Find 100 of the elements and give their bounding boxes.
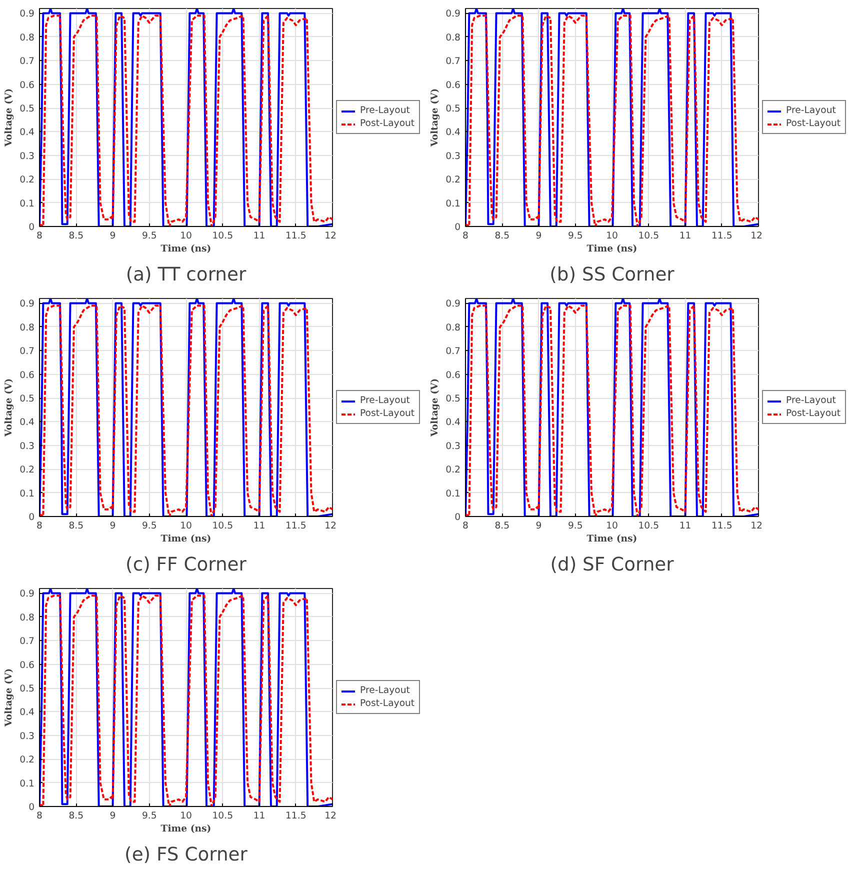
x-tick-label: 10 (180, 520, 192, 532)
x-tick-label: 8.5 (68, 810, 84, 822)
x-tick-label: 8.5 (68, 520, 84, 532)
x-tick-label: 8 (36, 810, 43, 822)
y-tick-label: 0.5 (446, 104, 461, 115)
legend-label: Post-Layout (360, 698, 415, 709)
x-tick-label: 11 (679, 520, 692, 532)
x-axis-title: Time (ns) (160, 534, 212, 544)
x-axis-title: Time (ns) (160, 824, 212, 834)
x-tick-label: 9.5 (142, 520, 157, 532)
y-tick-label: 0.3 (20, 440, 35, 452)
x-tick-label: 10.5 (638, 520, 660, 532)
y-tick-label: 0.3 (20, 730, 35, 742)
x-tick-label: 8 (36, 230, 43, 242)
x-tick-label: 8 (462, 230, 469, 242)
text: (a) TT corner (126, 264, 246, 286)
x-tick-label: 11.5 (285, 810, 306, 822)
legend-label: Post-Layout (786, 118, 841, 129)
x-tick-label: 9 (536, 230, 542, 242)
y-tick-label: 0.8 (446, 322, 461, 334)
y-tick-label: 0.4 (20, 127, 35, 138)
x-tick-label: 11.5 (285, 520, 306, 532)
y-tick-label: 0.9 (446, 298, 461, 310)
x-tick-label: 12 (750, 230, 763, 242)
x-tick-label: 12 (324, 810, 337, 822)
y-tick-label: 0.9 (20, 8, 35, 20)
x-tick-label: 9 (110, 230, 116, 242)
y-tick-label: 0.8 (20, 32, 35, 44)
y-tick-label: 0 (454, 222, 461, 233)
x-tick-label: 12 (750, 520, 763, 532)
y-tick-label: 0.7 (446, 346, 461, 358)
x-tick-label: 8 (462, 520, 469, 532)
x-tick-label: 10 (180, 230, 192, 242)
y-tick-label: 0.5 (20, 684, 35, 695)
y-tick-label: 0.6 (20, 660, 35, 671)
y-axis-title: Voltage (V) (430, 378, 441, 438)
legend-label: Pre-Layout (786, 395, 836, 406)
y-tick-label: 0.1 (446, 198, 461, 210)
y-axis-title: Voltage (V) (4, 378, 15, 438)
x-tick-label: 9.5 (568, 230, 583, 242)
x-axis-title: Time (ns) (160, 244, 212, 254)
x-axis-title: Time (ns) (586, 244, 638, 254)
x-tick-label: 10 (180, 810, 192, 822)
x-tick-label: 10.5 (212, 810, 234, 822)
y-tick-label: 0.2 (446, 464, 461, 476)
y-tick-label: 0.9 (20, 588, 35, 600)
text: (c) FF Corner (126, 554, 247, 576)
x-tick-label: 11 (679, 230, 692, 242)
y-tick-label: 0.6 (20, 80, 35, 91)
y-tick-label: 0.5 (446, 394, 461, 405)
y-axis-title: Voltage (V) (4, 668, 15, 728)
x-tick-label: 10 (606, 520, 618, 532)
y-tick-label: 0.9 (446, 8, 461, 20)
x-tick-label: 9.5 (142, 230, 157, 242)
y-tick-label: 0.1 (20, 778, 35, 790)
legend-label: Post-Layout (786, 408, 841, 419)
x-tick-label: 12 (324, 230, 337, 242)
y-tick-label: 0.6 (446, 80, 461, 91)
y-tick-label: 0.1 (446, 488, 461, 500)
y-tick-label: 0.2 (20, 754, 35, 766)
x-tick-label: 9 (110, 810, 116, 822)
y-tick-label: 0.1 (20, 198, 35, 210)
y-tick-label: 0.7 (446, 56, 461, 68)
x-tick-label: 8.5 (68, 230, 84, 242)
y-tick-label: 0.7 (20, 636, 35, 648)
x-tick-label: 9.5 (142, 810, 157, 822)
y-tick-label: 0.4 (446, 417, 461, 428)
y-tick-label: 0 (28, 512, 35, 523)
x-tick-label: 11 (253, 520, 266, 532)
y-tick-label: 0.1 (20, 488, 35, 500)
x-tick-label: 8.5 (494, 230, 510, 242)
legend-label: Post-Layout (360, 118, 415, 129)
x-tick-label: 9 (536, 520, 542, 532)
y-tick-label: 0 (454, 512, 461, 523)
legend-label: Pre-Layout (786, 105, 836, 116)
y-tick-label: 0.6 (446, 370, 461, 381)
x-tick-label: 10.5 (212, 520, 234, 532)
x-tick-label: 12 (324, 520, 337, 532)
y-axis-title: Voltage (V) (4, 88, 15, 148)
y-tick-label: 0 (28, 222, 35, 233)
y-axis-title: Voltage (V) (430, 88, 441, 148)
y-tick-label: 0.9 (20, 298, 35, 310)
x-tick-label: 11.5 (711, 230, 732, 242)
x-tick-label: 9.5 (568, 520, 583, 532)
y-tick-label: 0.7 (20, 56, 35, 68)
y-tick-label: 0 (28, 802, 35, 813)
y-tick-label: 0.8 (20, 612, 35, 624)
text: (d) SF Corner (550, 554, 674, 576)
x-tick-label: 10.5 (212, 230, 234, 242)
x-tick-label: 10.5 (638, 230, 660, 242)
y-tick-label: 0.4 (20, 417, 35, 428)
x-tick-label: 11.5 (711, 520, 732, 532)
y-tick-label: 0.6 (20, 370, 35, 381)
x-tick-label: 8 (36, 520, 43, 532)
legend-label: Pre-Layout (360, 395, 410, 406)
y-tick-label: 0.4 (446, 127, 461, 138)
x-tick-label: 9 (110, 520, 116, 532)
y-tick-label: 0.5 (20, 394, 35, 405)
text: (e) FS Corner (124, 844, 248, 866)
y-tick-label: 0.5 (20, 104, 35, 115)
